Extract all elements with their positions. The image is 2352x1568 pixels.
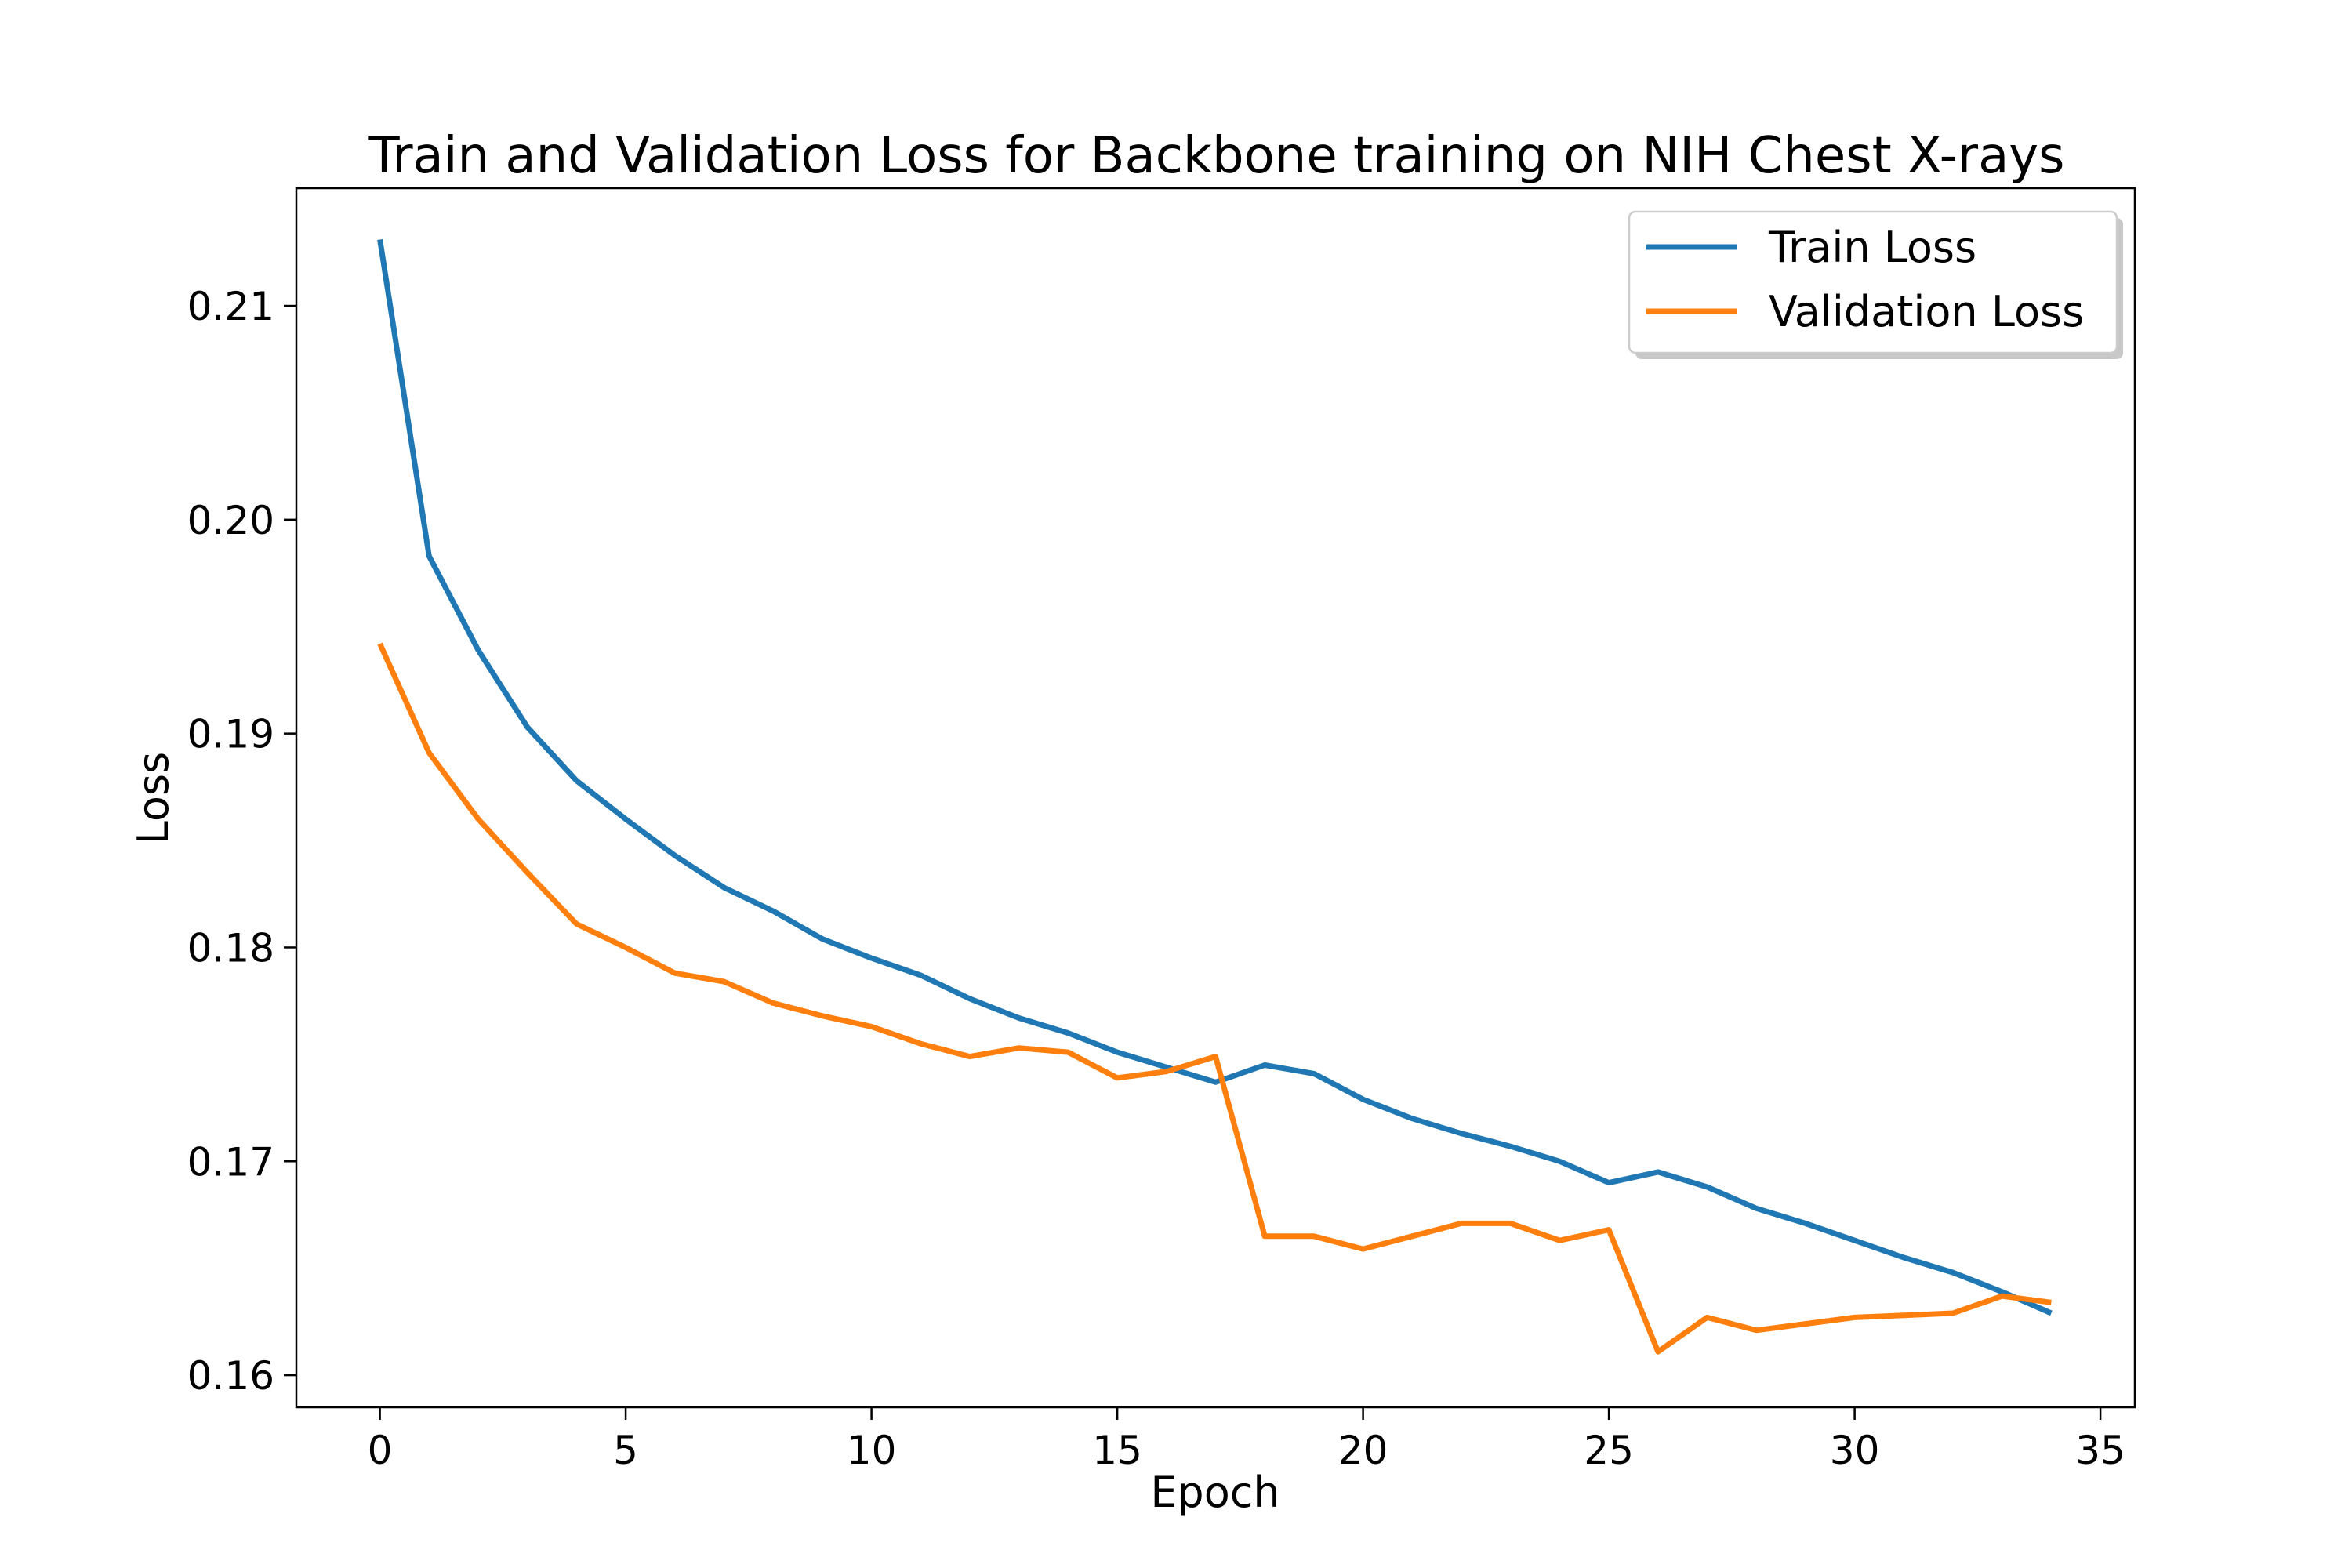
x-tick-label: 25 xyxy=(1584,1428,1634,1473)
y-tick-label: 0.17 xyxy=(187,1139,274,1185)
y-tick-label: 0.21 xyxy=(187,284,274,329)
series-layer xyxy=(377,238,2053,1355)
series-line-train-loss xyxy=(377,238,2053,1316)
legend: Train Loss Validation Loss xyxy=(1628,210,2123,359)
y-tick-label: 0.20 xyxy=(187,498,274,543)
plot-area-frame xyxy=(295,187,2136,1409)
legend-label-validation-loss: Validation Loss xyxy=(1769,287,2084,336)
x-axis-ticks: 0 5 10 15 20 25 30 35 xyxy=(368,1407,2125,1473)
y-tick-label: 0.16 xyxy=(187,1353,274,1399)
x-tick-label: 30 xyxy=(1830,1428,1880,1473)
x-tick-label: 0 xyxy=(368,1428,393,1473)
x-tick-label: 15 xyxy=(1092,1428,1142,1473)
x-tick-label: 10 xyxy=(847,1428,897,1473)
y-axis-label: Loss xyxy=(129,752,178,844)
series-line-validation-loss xyxy=(377,642,2052,1355)
x-tick-label: 20 xyxy=(1338,1428,1388,1473)
x-tick-label: 35 xyxy=(2075,1428,2125,1473)
x-axis-label: Epoch xyxy=(1150,1468,1279,1517)
y-tick-label: 0.18 xyxy=(187,925,274,971)
legend-box xyxy=(1628,210,2118,354)
y-axis-ticks: 0.16 0.17 0.18 0.19 0.20 0.21 xyxy=(187,284,296,1399)
x-tick-label: 5 xyxy=(613,1428,638,1473)
legend-label-train-loss: Train Loss xyxy=(1768,223,1976,272)
y-tick-label: 0.19 xyxy=(187,712,274,757)
chart-title: Train and Validation Loss for Backbone t… xyxy=(368,127,2065,185)
